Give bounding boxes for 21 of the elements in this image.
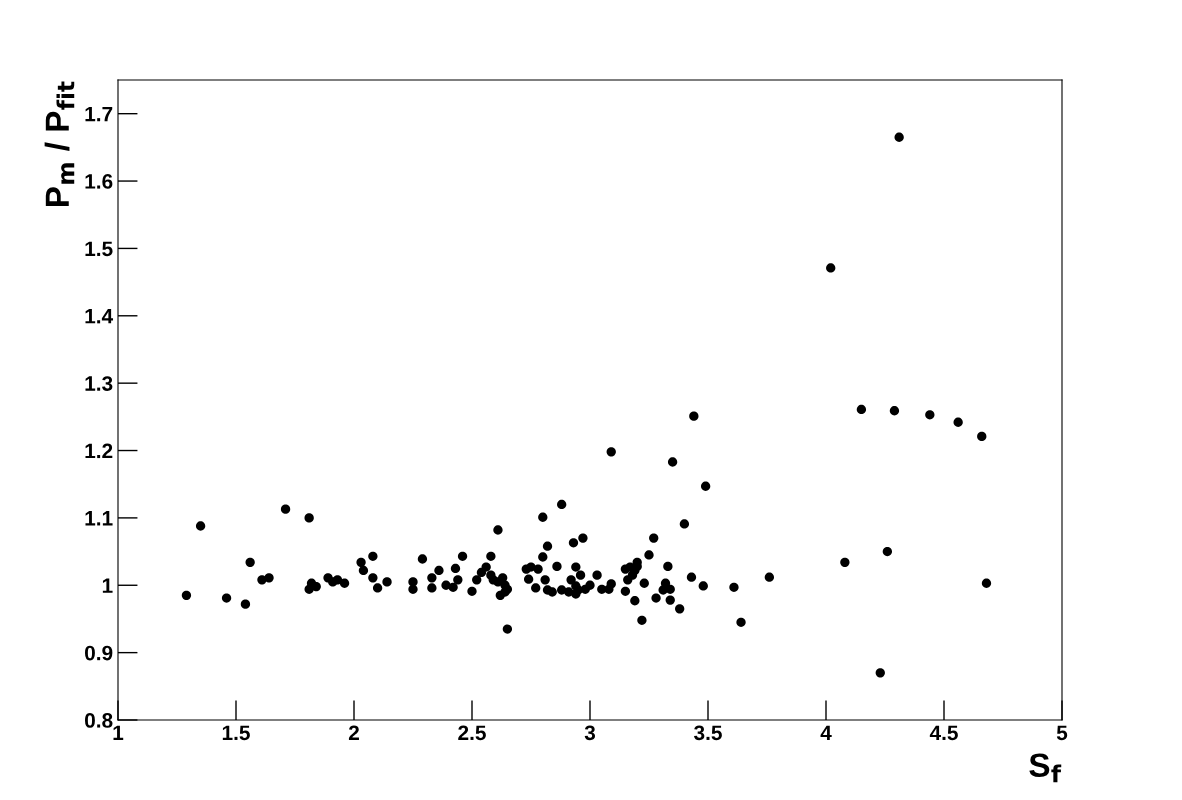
y-tick-label: 1.3 xyxy=(85,376,113,391)
x-tick-label: 4.5 xyxy=(929,725,958,741)
y-tick-label: 1.5 xyxy=(85,241,113,257)
x-tick-label: 3 xyxy=(584,725,596,741)
y-tick-label: 0.9 xyxy=(85,645,113,661)
x-axis-title: S$_{f}$ xyxy=(1029,753,1062,783)
x-tick-label: 1 xyxy=(113,725,124,740)
x-tick-label: 5 xyxy=(1056,725,1068,741)
y-tick-label: 1.7 xyxy=(85,106,113,122)
x-tick-label: 1.5 xyxy=(222,725,250,741)
y-tick-label: 1.4 xyxy=(85,309,114,324)
y-tick-label: 1.1 xyxy=(85,511,113,526)
y-tick-label: 0.8 xyxy=(85,713,113,728)
y-tick-label: 1.6 xyxy=(85,174,113,189)
y-axis-title: P$_{m}$ / P$_{fit}$ xyxy=(44,81,75,207)
x-tick-label: 2.5 xyxy=(458,725,486,741)
x-tick-label: 3.5 xyxy=(694,725,722,741)
x-tick-label: 4 xyxy=(820,725,832,740)
x-tick-label: 2 xyxy=(348,725,359,740)
y-tick-label: 1 xyxy=(102,578,113,593)
y-tick-label: 1.2 xyxy=(85,443,113,459)
